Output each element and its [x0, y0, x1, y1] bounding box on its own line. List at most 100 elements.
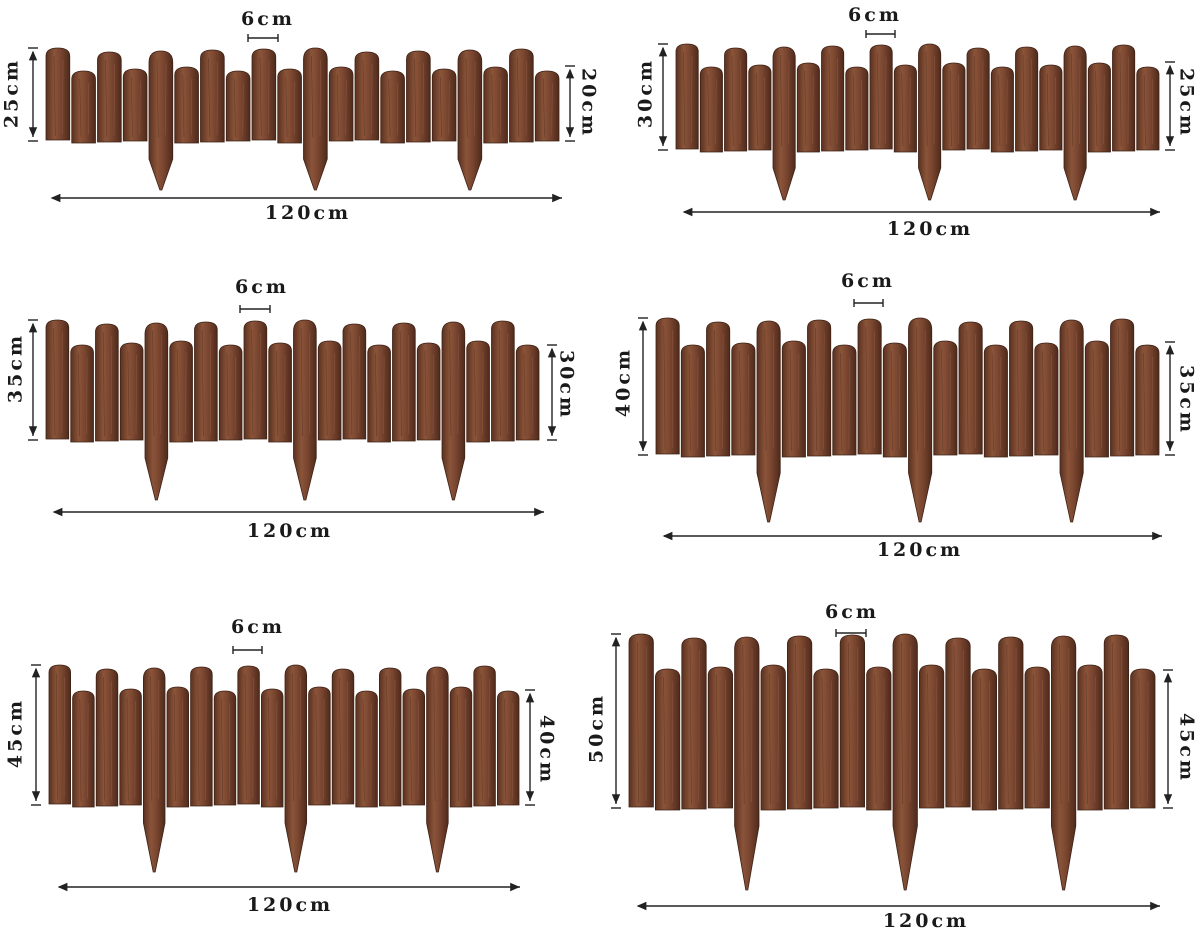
picket [942, 62, 966, 151]
picket [857, 318, 882, 455]
wood-grain [1075, 331, 1077, 450]
wood-grain [491, 74, 494, 138]
picket [781, 340, 806, 458]
wood-grain [339, 676, 341, 801]
fence-panel-5 [31, 646, 535, 892]
wood-grain [113, 63, 115, 136]
wood-grain [764, 328, 767, 452]
wood-grain [768, 672, 771, 805]
wood-grain [742, 644, 745, 805]
wood-grain [663, 676, 666, 805]
wood-grain [830, 680, 832, 803]
picket [268, 342, 292, 443]
wood-grain [226, 352, 229, 437]
picket [328, 66, 354, 142]
picket [213, 690, 237, 806]
tall-height-label: 25cm [0, 57, 23, 129]
wood-grain [551, 82, 553, 136]
wood-grain [1119, 52, 1122, 147]
wood-grain [525, 60, 527, 136]
wood-grain [311, 55, 314, 138]
wood-grain [716, 674, 719, 805]
picket [331, 668, 355, 805]
picket [218, 344, 243, 441]
wood-grain [542, 78, 545, 138]
picket [707, 666, 733, 809]
wood-grain [900, 641, 903, 805]
wood-grain [953, 645, 956, 804]
picket [200, 49, 225, 143]
wood-grain [474, 348, 476, 437]
wood-grain [925, 51, 928, 147]
picket [354, 51, 380, 141]
wood-grain [386, 675, 389, 802]
wood-grain [362, 698, 365, 802]
wood-grain [1138, 676, 1141, 805]
wood-grain [663, 325, 666, 451]
stake-picket [144, 322, 169, 501]
wood-grain [927, 672, 930, 805]
wood-grain [1025, 332, 1027, 450]
wood-grain [1041, 678, 1043, 803]
picket [317, 340, 342, 441]
wood-grain [974, 333, 976, 449]
picket [869, 44, 893, 150]
picket [261, 688, 284, 808]
picket [1015, 46, 1039, 152]
wood-grain [79, 78, 82, 138]
wood-grain [465, 57, 468, 138]
picket [48, 664, 71, 805]
picket [509, 48, 534, 143]
picket [491, 320, 515, 442]
wood-grain [259, 56, 262, 137]
wood-grain [636, 641, 639, 804]
picket [225, 70, 251, 142]
picket [945, 637, 971, 808]
stake-picket [441, 321, 466, 501]
wood-grain [689, 645, 692, 805]
picket [431, 68, 457, 142]
picket [796, 62, 820, 153]
picket [122, 68, 148, 142]
wood-grain [233, 78, 236, 138]
picket [355, 690, 378, 808]
wood-grain [139, 80, 141, 136]
wood-grain [336, 74, 339, 138]
picket [237, 665, 260, 805]
wood-grain [789, 348, 792, 452]
wood-grain [126, 696, 129, 802]
picket-width-label: 6cm [235, 276, 289, 298]
wood-grain [1143, 352, 1146, 452]
wood-grain [87, 82, 90, 136]
picket [787, 635, 813, 810]
tall-height-label: 50cm [585, 692, 608, 764]
wood-grain [1120, 646, 1122, 803]
wood-grain [457, 694, 459, 802]
wood-grain [130, 76, 133, 138]
wood-grain [1046, 72, 1049, 147]
fence-panel-4 [638, 299, 1175, 541]
wood-grain [877, 52, 879, 146]
picket-width-label: 6cm [848, 4, 902, 26]
picket [845, 66, 869, 151]
wood-grain [988, 680, 990, 803]
wood-grain [414, 58, 417, 138]
wood-grain [449, 329, 452, 437]
wood-grain [182, 74, 185, 138]
wood-grain [856, 646, 858, 802]
wood-grain [1151, 356, 1153, 450]
picket [72, 690, 95, 808]
wood-grain [152, 330, 155, 437]
wood-grain [53, 327, 56, 436]
tall-height-label: 45cm [4, 697, 27, 769]
wood-grain [962, 649, 964, 802]
picket-width-label: 6cm [241, 8, 295, 30]
wood-grain [319, 59, 321, 136]
wood-grain [777, 676, 779, 803]
picket [1084, 340, 1109, 458]
stake-picket [1059, 319, 1084, 523]
wood-grain [1118, 326, 1120, 452]
picket [473, 665, 496, 807]
short-height-label: 20cm [577, 67, 600, 139]
picket [379, 667, 402, 807]
